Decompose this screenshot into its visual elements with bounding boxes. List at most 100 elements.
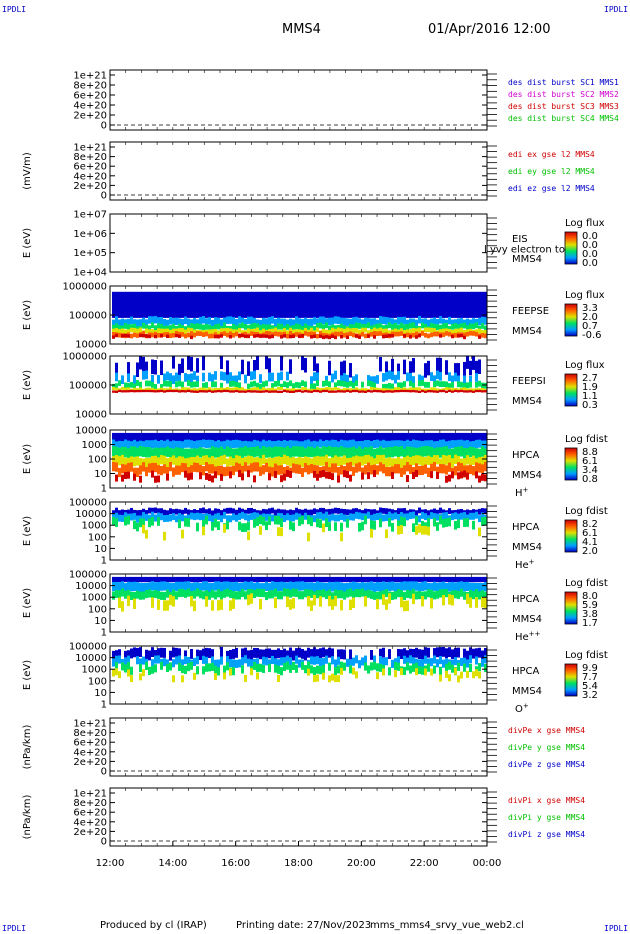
spectrogram-cell: [373, 432, 376, 442]
spectrogram-cell: [154, 432, 157, 442]
spectrogram-cell: [241, 458, 244, 468]
spectrogram-cell: [346, 388, 349, 392]
spectrogram-cell: [229, 589, 232, 599]
spectrogram-cell: [418, 387, 421, 391]
spectrogram-cell: [397, 576, 400, 583]
spectrogram-cell: [481, 517, 484, 526]
spectrogram-cell: [373, 464, 376, 474]
spectrogram-cell: [112, 335, 115, 339]
spectrogram-cell: [259, 583, 262, 593]
spectrogram-cell: [475, 511, 478, 519]
spectrogram-cell: [340, 522, 343, 532]
spectrogram-cell: [202, 513, 205, 521]
spectrogram-cell: [463, 447, 466, 459]
spectrogram-cell: [385, 582, 388, 592]
spectrogram-cell: [301, 457, 304, 467]
spectrogram-cell: [442, 518, 445, 528]
spectrogram-cell: [364, 440, 367, 449]
spectrogram-cell: [424, 381, 427, 388]
spectrogram-cell: [121, 509, 124, 516]
spectrogram-cell: [334, 581, 337, 592]
spectrogram-cell: [457, 328, 460, 334]
spectrogram-cell: [403, 359, 406, 375]
spectrogram-cell: [436, 370, 439, 380]
y-tick-label: 10: [94, 544, 107, 555]
spectrogram-cell: [283, 515, 286, 522]
spectrogram-cell: [424, 457, 427, 467]
spectrogram-cell: [154, 360, 157, 375]
spectrogram-cell: [232, 458, 235, 468]
spectrogram-cell: [433, 390, 436, 393]
spectrogram-cell: [268, 659, 271, 668]
spectrogram-cell: [133, 509, 136, 516]
spectrogram-cell: [448, 372, 451, 382]
spectrogram-cell: [448, 432, 451, 442]
spectrogram-cell: [355, 463, 358, 473]
spectrogram-cell: [199, 508, 202, 514]
spectrogram-cell: [337, 327, 340, 333]
spectrogram-cell: [445, 381, 448, 388]
spectrogram-cell: [454, 432, 457, 442]
spectrogram-cell: [115, 383, 118, 390]
spectrogram-cell: [340, 390, 343, 393]
spectrogram-cell: [388, 370, 391, 380]
spectrogram-cell: [406, 589, 409, 598]
spectrogram-cell: [334, 576, 337, 583]
spectrogram-cell: [298, 581, 301, 591]
legend-entry: des dist burst SC4 MMS4: [508, 114, 619, 123]
spectrogram-cell: [304, 327, 307, 333]
spectrogram-cell: [409, 335, 412, 339]
spectrogram-cell: [280, 650, 283, 660]
spectrogram-cell: [154, 649, 157, 660]
spectrogram-cell: [316, 465, 319, 475]
spectrogram-cell: [346, 332, 349, 337]
spectrogram-cell: [292, 514, 295, 522]
spectrogram-cell: [403, 432, 406, 442]
spectrogram-cell: [469, 446, 472, 458]
spectrogram-cell: [184, 463, 187, 473]
spectrogram-cell: [415, 668, 418, 676]
spectrogram-cell: [151, 291, 154, 318]
spectrogram-cell: [340, 446, 343, 457]
spectrogram-cell: [340, 328, 343, 333]
spectrogram-cell: [163, 455, 166, 465]
spectrogram-cell: [478, 671, 481, 679]
spectrogram-cell: [187, 518, 190, 527]
spectrogram-cell: [172, 356, 175, 369]
spectrogram-cell: [394, 328, 397, 334]
spectrogram-cell: [154, 390, 157, 393]
spectrogram-cell: [178, 318, 181, 326]
spectrogram-cell: [283, 439, 286, 449]
spectrogram-cell: [463, 512, 466, 519]
spectrogram-cell: [238, 521, 241, 531]
spectrogram-cell: [352, 508, 355, 515]
spectrogram-cell: [418, 440, 421, 449]
spectrogram-cell: [211, 446, 214, 457]
spectrogram-cell: [319, 432, 322, 442]
spectrogram-cell: [433, 581, 436, 591]
spectrogram-cell: [385, 383, 388, 390]
spectrogram-cell: [310, 446, 313, 458]
spectrogram-cell: [193, 332, 196, 338]
spectrogram-cell: [286, 388, 289, 392]
spectrogram-cell: [442, 323, 445, 330]
spectrogram-cell: [394, 576, 397, 583]
colorbar-tick-label: 9.9: [582, 663, 598, 674]
spectrogram-cell: [193, 371, 196, 380]
spectrogram-cell: [403, 648, 406, 659]
spectrogram-cell: [238, 463, 241, 473]
spectrogram-cell: [358, 522, 361, 532]
spectrogram-cell: [220, 455, 223, 466]
spectrogram-cell: [115, 390, 118, 393]
spectrogram-cell: [373, 324, 376, 331]
spectrogram-cell: [298, 517, 301, 526]
spectrogram-cell: [358, 388, 361, 392]
spectrogram-cell: [427, 526, 430, 536]
spectrogram-cell: [391, 390, 394, 393]
spectrogram-cell: [163, 388, 166, 392]
spectrogram-cell: [460, 317, 463, 326]
spectrogram-cell: [475, 582, 478, 593]
spectrogram-cell: [418, 374, 421, 384]
spectrogram-cell: [301, 446, 304, 457]
